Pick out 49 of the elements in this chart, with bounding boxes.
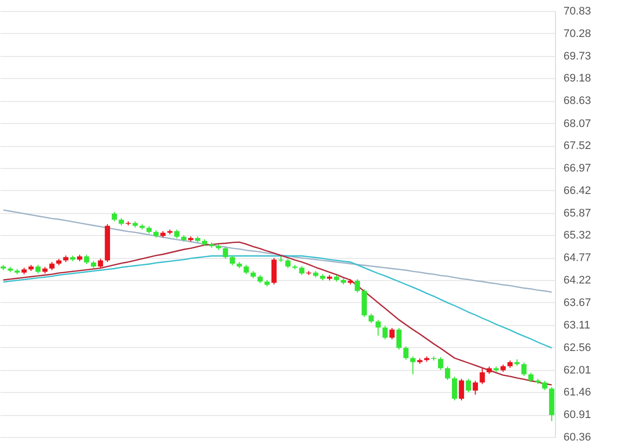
y-tick-label: 70.28 [564,28,592,40]
candlestick [244,264,249,275]
candlestick [403,346,409,360]
y-tick-label: 63.67 [564,296,592,309]
y-tick-label: 64.77 [564,252,592,264]
candlestick [354,278,360,294]
candlestick [438,356,444,370]
candlestick [521,362,527,376]
candlestick [452,376,458,401]
y-tick-label: 69.18 [564,72,592,85]
y-tick-label: 68.63 [564,95,592,108]
line-series [2,209,552,293]
candlestick [112,211,117,222]
y-tick-label: 66.97 [564,162,592,175]
candlestick [368,313,374,324]
y-tick-label: 60.91 [564,409,592,422]
candlestick [542,380,548,391]
candlestick [98,258,104,269]
y-tick-label: 62.56 [564,342,592,354]
candlestick [389,327,395,340]
y-tick-label: 67.52 [564,140,592,152]
candlestick [84,254,90,265]
candlestick [376,319,381,336]
candlestick [230,255,235,266]
y-tick-label: 65.32 [564,230,592,242]
y-tick-label: 60.36 [564,432,592,444]
candlestick [466,378,472,393]
y-tick-label: 63.11 [564,320,590,332]
y-tick-label: 70.83 [564,6,592,18]
candlestick [444,366,450,381]
candlestick [271,257,277,285]
y-tick-label: 61.46 [564,386,592,399]
candlestick [396,327,402,350]
candlestick [458,378,464,401]
y-tick-label: 62.01 [564,364,592,376]
y-tick-label: 65.87 [564,207,592,220]
candlestick [410,356,416,375]
candlestick [472,380,478,396]
candlestick [222,246,228,260]
candlestick [382,325,388,340]
y-tick-label: 66.42 [564,184,592,197]
candlestick [480,368,485,385]
y-tick-label: 64.22 [564,274,592,286]
line-series [2,241,552,386]
y-tick-label: 68.07 [564,118,592,130]
candlestick [528,372,534,383]
candlestick [285,258,291,269]
y-tick-label: 69.73 [564,50,592,62]
line-series [2,255,552,349]
